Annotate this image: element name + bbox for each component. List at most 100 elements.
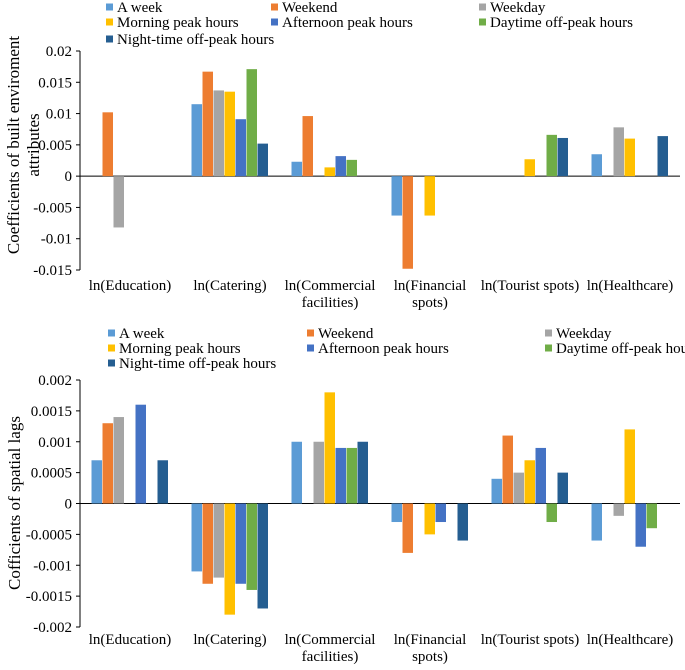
bar [457,503,468,541]
category-label: ln(Education) [89,632,171,648]
y-axis-title: attributes [24,113,43,176]
bar [324,167,335,177]
legend-label: Morning peak hours [119,341,241,357]
y-tick-label: 0.02 [46,44,72,60]
legend-swatch [479,3,486,11]
legend-swatch [106,3,113,11]
y-tick-label: -0.0015 [26,589,72,605]
bar [557,137,568,177]
y-tick-label: 0.0005 [31,466,72,482]
category-label: spots) [412,649,448,665]
bar [613,127,624,177]
bar [291,161,302,177]
bar [613,503,624,516]
bar [346,159,357,177]
y-tick-label: 0 [65,497,73,513]
bar [624,429,635,504]
bar [191,503,202,572]
category-label: facilities) [302,295,359,311]
bar [402,176,413,269]
legend-label: Weekend [282,0,338,16]
bar [113,417,124,504]
bar [546,134,557,177]
bar [502,435,513,504]
bar [491,478,502,504]
bar [213,503,224,578]
bar [624,138,635,177]
bar [91,460,102,504]
bar [135,404,146,504]
bar [391,503,402,523]
y-tick-label: -0.005 [33,200,72,216]
legend-label: Daytime off-peak hours [490,15,633,31]
category-label: ln(Tourist spots) [481,632,580,648]
bar [335,447,346,504]
legend-swatch [479,18,486,26]
y-tick-label: 0.001 [38,435,72,451]
legend-swatch [108,344,115,352]
chart-2: -0.002 -0.0015 -0.001 -0.0005 0 0.0005 0.001 0.… [5,326,685,665]
legend-swatch [307,329,314,337]
y-tick-label: -0.0005 [26,527,72,543]
y-tick-label: 0.015 [38,75,72,91]
bar [435,503,446,523]
bar [302,116,313,177]
bar [224,503,235,615]
legend-label: Afternoon peak hours [282,15,413,31]
bar [257,143,268,177]
legend-label: A week [119,326,165,342]
y-tick-label: 0.002 [38,373,72,389]
legend-swatch [108,329,115,337]
y-tick-label: 0.0015 [31,404,72,420]
bar [102,423,113,504]
bar [235,119,246,177]
bar [113,176,124,228]
bar [157,460,168,504]
legend-swatch [108,359,115,367]
legend: A week Weekend Weekday Morning peak hours Af… [106,0,633,48]
bar [524,159,535,177]
y-axis-title: Cofficients of spatial lags [5,416,24,590]
y-tick-label: -0.015 [33,263,72,279]
y-tick-label: 0 [65,169,73,185]
legend-swatch [545,329,552,337]
legend-swatch [106,35,113,43]
bar [335,156,346,177]
category-label: ln(Financial [394,632,466,648]
bar [535,447,546,504]
bar [213,90,224,177]
legend-label: Weekday [490,0,546,16]
category-label: facilities) [302,649,359,665]
bar [235,503,246,584]
legend-swatch [271,3,278,11]
bar [646,503,657,529]
legend-label: Morning peak hours [117,15,239,31]
legend-label: A week [117,0,163,16]
category-label: spots) [412,295,448,311]
category-label: ln(Healthcare) [587,632,674,648]
category-label: ln(Commercial [285,632,376,648]
bar [246,503,257,590]
legend-label: Night-time off-peak hours [117,32,274,48]
bar [202,71,213,177]
bar [246,69,257,177]
bar [224,91,235,177]
y-tick-label: -0.01 [41,232,72,248]
bar [591,154,602,177]
bar [324,392,335,504]
category-label: ln(Catering) [193,278,266,294]
legend: A week Weekend Weekday Morning peak hours Af… [108,326,685,372]
legend-label: Daytime off-peak hours [556,341,685,357]
bar [513,472,524,504]
category-label: ln(Healthcare) [587,278,674,294]
category-label: ln(Tourist spots) [481,278,580,294]
legend-label: Afternoon peak hours [318,341,449,357]
bar [391,176,402,216]
legend-label: Night-time off-peak hours [119,356,276,372]
bar [524,460,535,504]
category-label: ln(Catering) [193,632,266,648]
y-tick-label: -0.001 [33,558,72,574]
legend-swatch [545,344,552,352]
bar [313,441,324,504]
